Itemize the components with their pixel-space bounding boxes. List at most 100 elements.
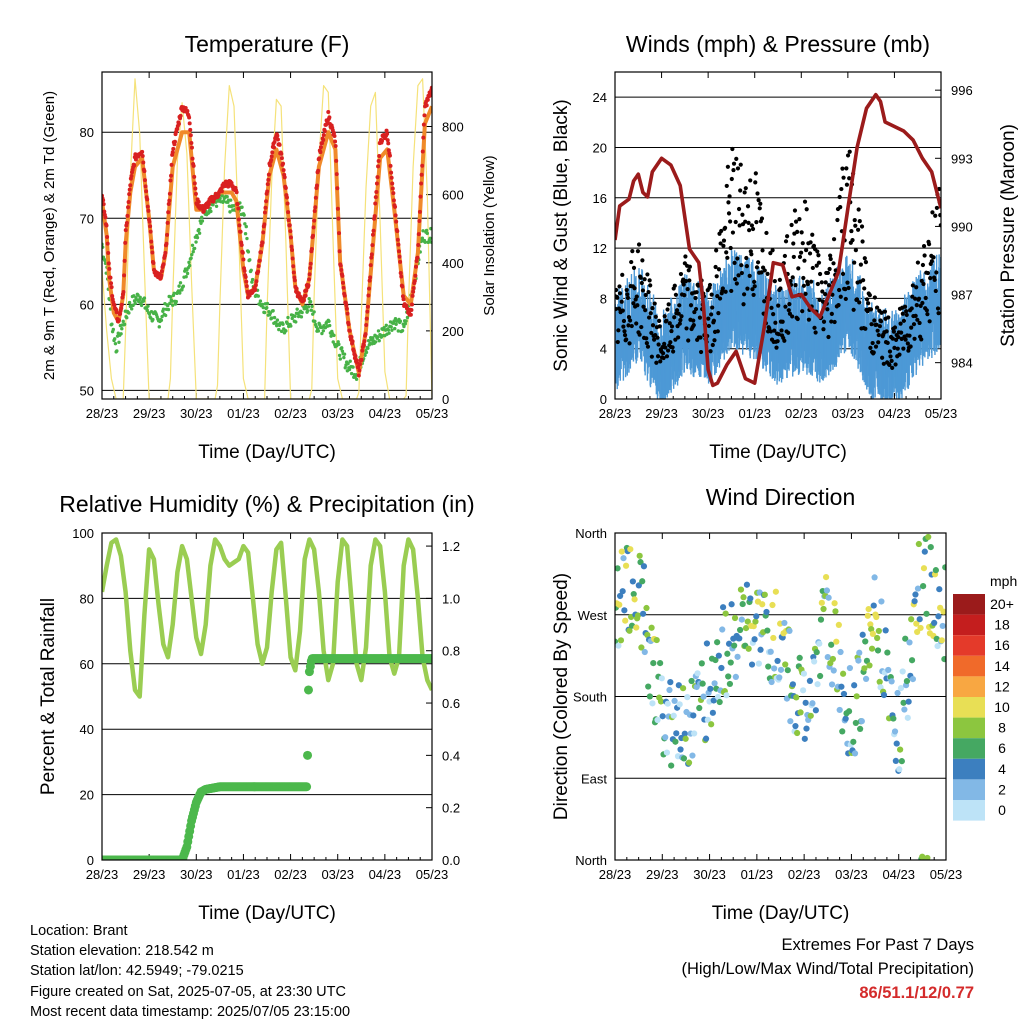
temp-2m-point <box>366 293 371 298</box>
temp-2m-point <box>109 285 114 290</box>
temp-2m-point <box>127 187 132 192</box>
y2-tick-label: 0.4 <box>442 748 460 763</box>
gust-point <box>747 273 752 278</box>
gust-point <box>901 318 907 323</box>
temp-2m-point <box>269 154 274 159</box>
y-tick-label: 20 <box>593 140 607 155</box>
gust-point <box>786 308 791 313</box>
dewpoint-point <box>394 322 398 326</box>
temp-2m-point <box>253 283 258 288</box>
temp-2m-point <box>105 241 110 246</box>
gust-point <box>894 337 899 342</box>
gust-point <box>735 166 741 171</box>
direction-point <box>663 749 671 756</box>
y-tick-label: 60 <box>80 297 94 312</box>
gust-point <box>693 295 698 301</box>
direction-point <box>908 616 915 623</box>
gust-point <box>687 278 692 283</box>
temp-2m-point <box>166 201 171 206</box>
direction-point <box>811 658 818 665</box>
direction-point <box>752 618 759 625</box>
gust-point <box>814 263 819 268</box>
direction-point <box>831 600 838 607</box>
temp-2m-point <box>375 175 380 180</box>
direction-point <box>851 682 858 689</box>
temp-2m-point <box>187 121 192 126</box>
temp-2m-point <box>254 279 259 284</box>
gust-point <box>731 167 736 173</box>
direction-point <box>719 626 726 633</box>
direction-point <box>670 712 677 719</box>
gust-point <box>843 287 848 292</box>
dewpoint-point <box>425 231 429 236</box>
direction-point <box>874 634 881 642</box>
gust-point <box>634 294 639 299</box>
x-axis-label: Time (Day/UTC) <box>712 903 850 924</box>
gust-point <box>888 354 893 359</box>
gust-point <box>914 302 919 308</box>
gust-point <box>817 297 822 302</box>
direction-point <box>685 759 693 766</box>
dewpoint-point <box>299 315 304 319</box>
gust-point <box>831 261 836 266</box>
temp-2m-point <box>312 218 317 223</box>
temp-2m-point <box>411 286 416 291</box>
temp-2m-point <box>176 121 181 126</box>
direction-point <box>856 649 863 656</box>
direction-point <box>794 729 801 737</box>
direction-point <box>777 666 785 673</box>
gust-point <box>828 253 833 258</box>
direction-point <box>915 540 922 548</box>
y2-tick-label: 984 <box>951 356 973 371</box>
station-elevation: Station elevation: 218.542 m <box>30 943 214 960</box>
direction-point <box>672 738 679 745</box>
temp-2m-point <box>279 151 284 156</box>
dewpoint-point <box>366 346 370 350</box>
direction-point <box>912 591 919 598</box>
temp-2m-point <box>219 189 224 194</box>
x-tick-label: 04/23 <box>369 867 402 882</box>
temp-2m-point <box>424 103 429 108</box>
temp-2m-point <box>149 239 154 244</box>
dewpoint-point <box>178 281 183 285</box>
temp-2m-point <box>140 149 145 154</box>
direction-point <box>859 631 866 638</box>
gust-point <box>625 295 630 300</box>
dewpoint-point <box>376 329 381 333</box>
legend-swatch <box>953 655 985 677</box>
direction-point <box>837 648 844 656</box>
gust-point <box>672 283 677 288</box>
temp-2m-point <box>385 131 390 136</box>
direction-point <box>787 718 794 725</box>
direction-point <box>711 680 718 687</box>
direction-point <box>636 552 643 559</box>
x-tick-label: 03/23 <box>835 867 868 882</box>
dewpoint-point <box>398 319 403 323</box>
y2-tick-label: 800 <box>442 120 464 135</box>
gust-point <box>921 281 926 287</box>
dewpoint-point <box>342 355 346 360</box>
gust-point <box>739 270 744 276</box>
temp-2m-point <box>314 183 319 188</box>
temp-2m-point <box>342 293 347 298</box>
dewpoint-point <box>191 249 195 254</box>
dewpoint-point <box>346 361 350 366</box>
temp-2m-point <box>335 186 340 191</box>
y-axis-label: Sonic Wind & Gust (Blue, Black) <box>551 99 572 371</box>
gust-point <box>671 349 676 354</box>
gust-point <box>914 285 919 290</box>
y-tick-label: 80 <box>80 125 94 140</box>
extremes-title: Extremes For Past 7 Days <box>781 936 974 954</box>
temp-2m-point <box>109 281 114 286</box>
direction-point <box>679 685 687 692</box>
direction-point <box>704 716 711 723</box>
gust-point <box>730 230 736 235</box>
temp-2m-point <box>110 293 115 298</box>
gust-point <box>815 281 820 287</box>
direction-point <box>617 637 625 644</box>
temp-2m-point <box>268 163 273 168</box>
gust-point <box>869 322 874 327</box>
gust-point <box>648 283 653 288</box>
gust-point <box>852 217 857 223</box>
direction-point <box>809 700 816 707</box>
